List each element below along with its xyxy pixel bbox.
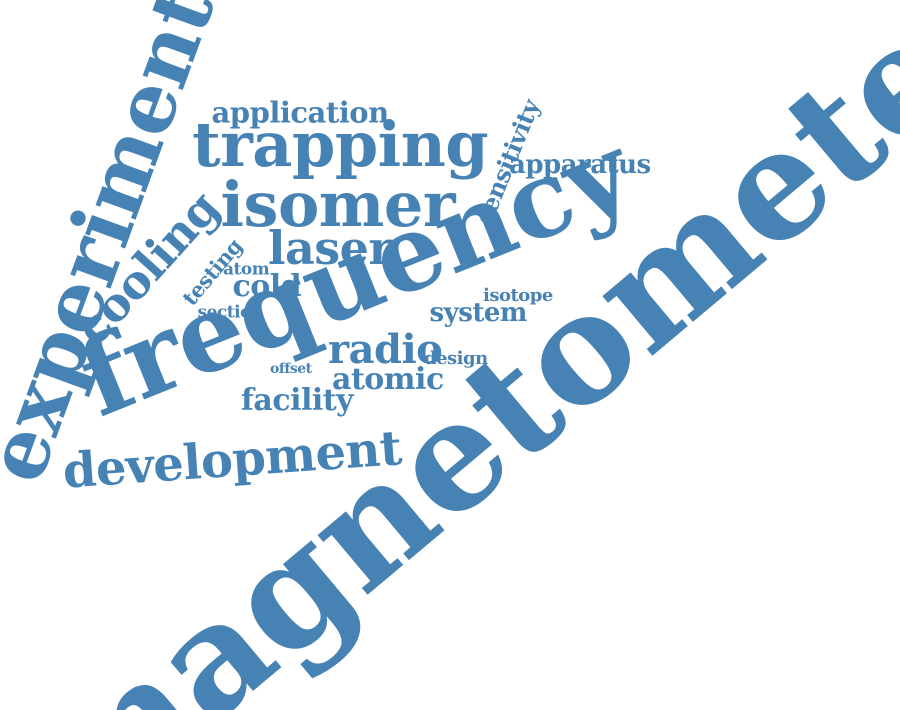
word-application: application xyxy=(211,95,390,130)
word-isomer: isomer xyxy=(220,168,456,241)
word-system: system xyxy=(429,298,528,328)
word-cold: cold xyxy=(232,269,302,304)
word-radio: radio xyxy=(328,326,443,373)
word-trapping: trapping xyxy=(192,108,489,181)
word-atom: atom xyxy=(223,259,270,280)
word-offset: offset xyxy=(270,361,312,377)
word-section: section xyxy=(197,302,264,323)
word-facility: facility xyxy=(241,383,354,418)
word-laser: laser xyxy=(268,221,393,275)
word-apparatus: apparatus xyxy=(509,150,651,180)
word-design: design xyxy=(424,348,488,369)
word-isotope: isotope xyxy=(483,285,553,306)
word-atomic: atomic xyxy=(332,362,444,397)
